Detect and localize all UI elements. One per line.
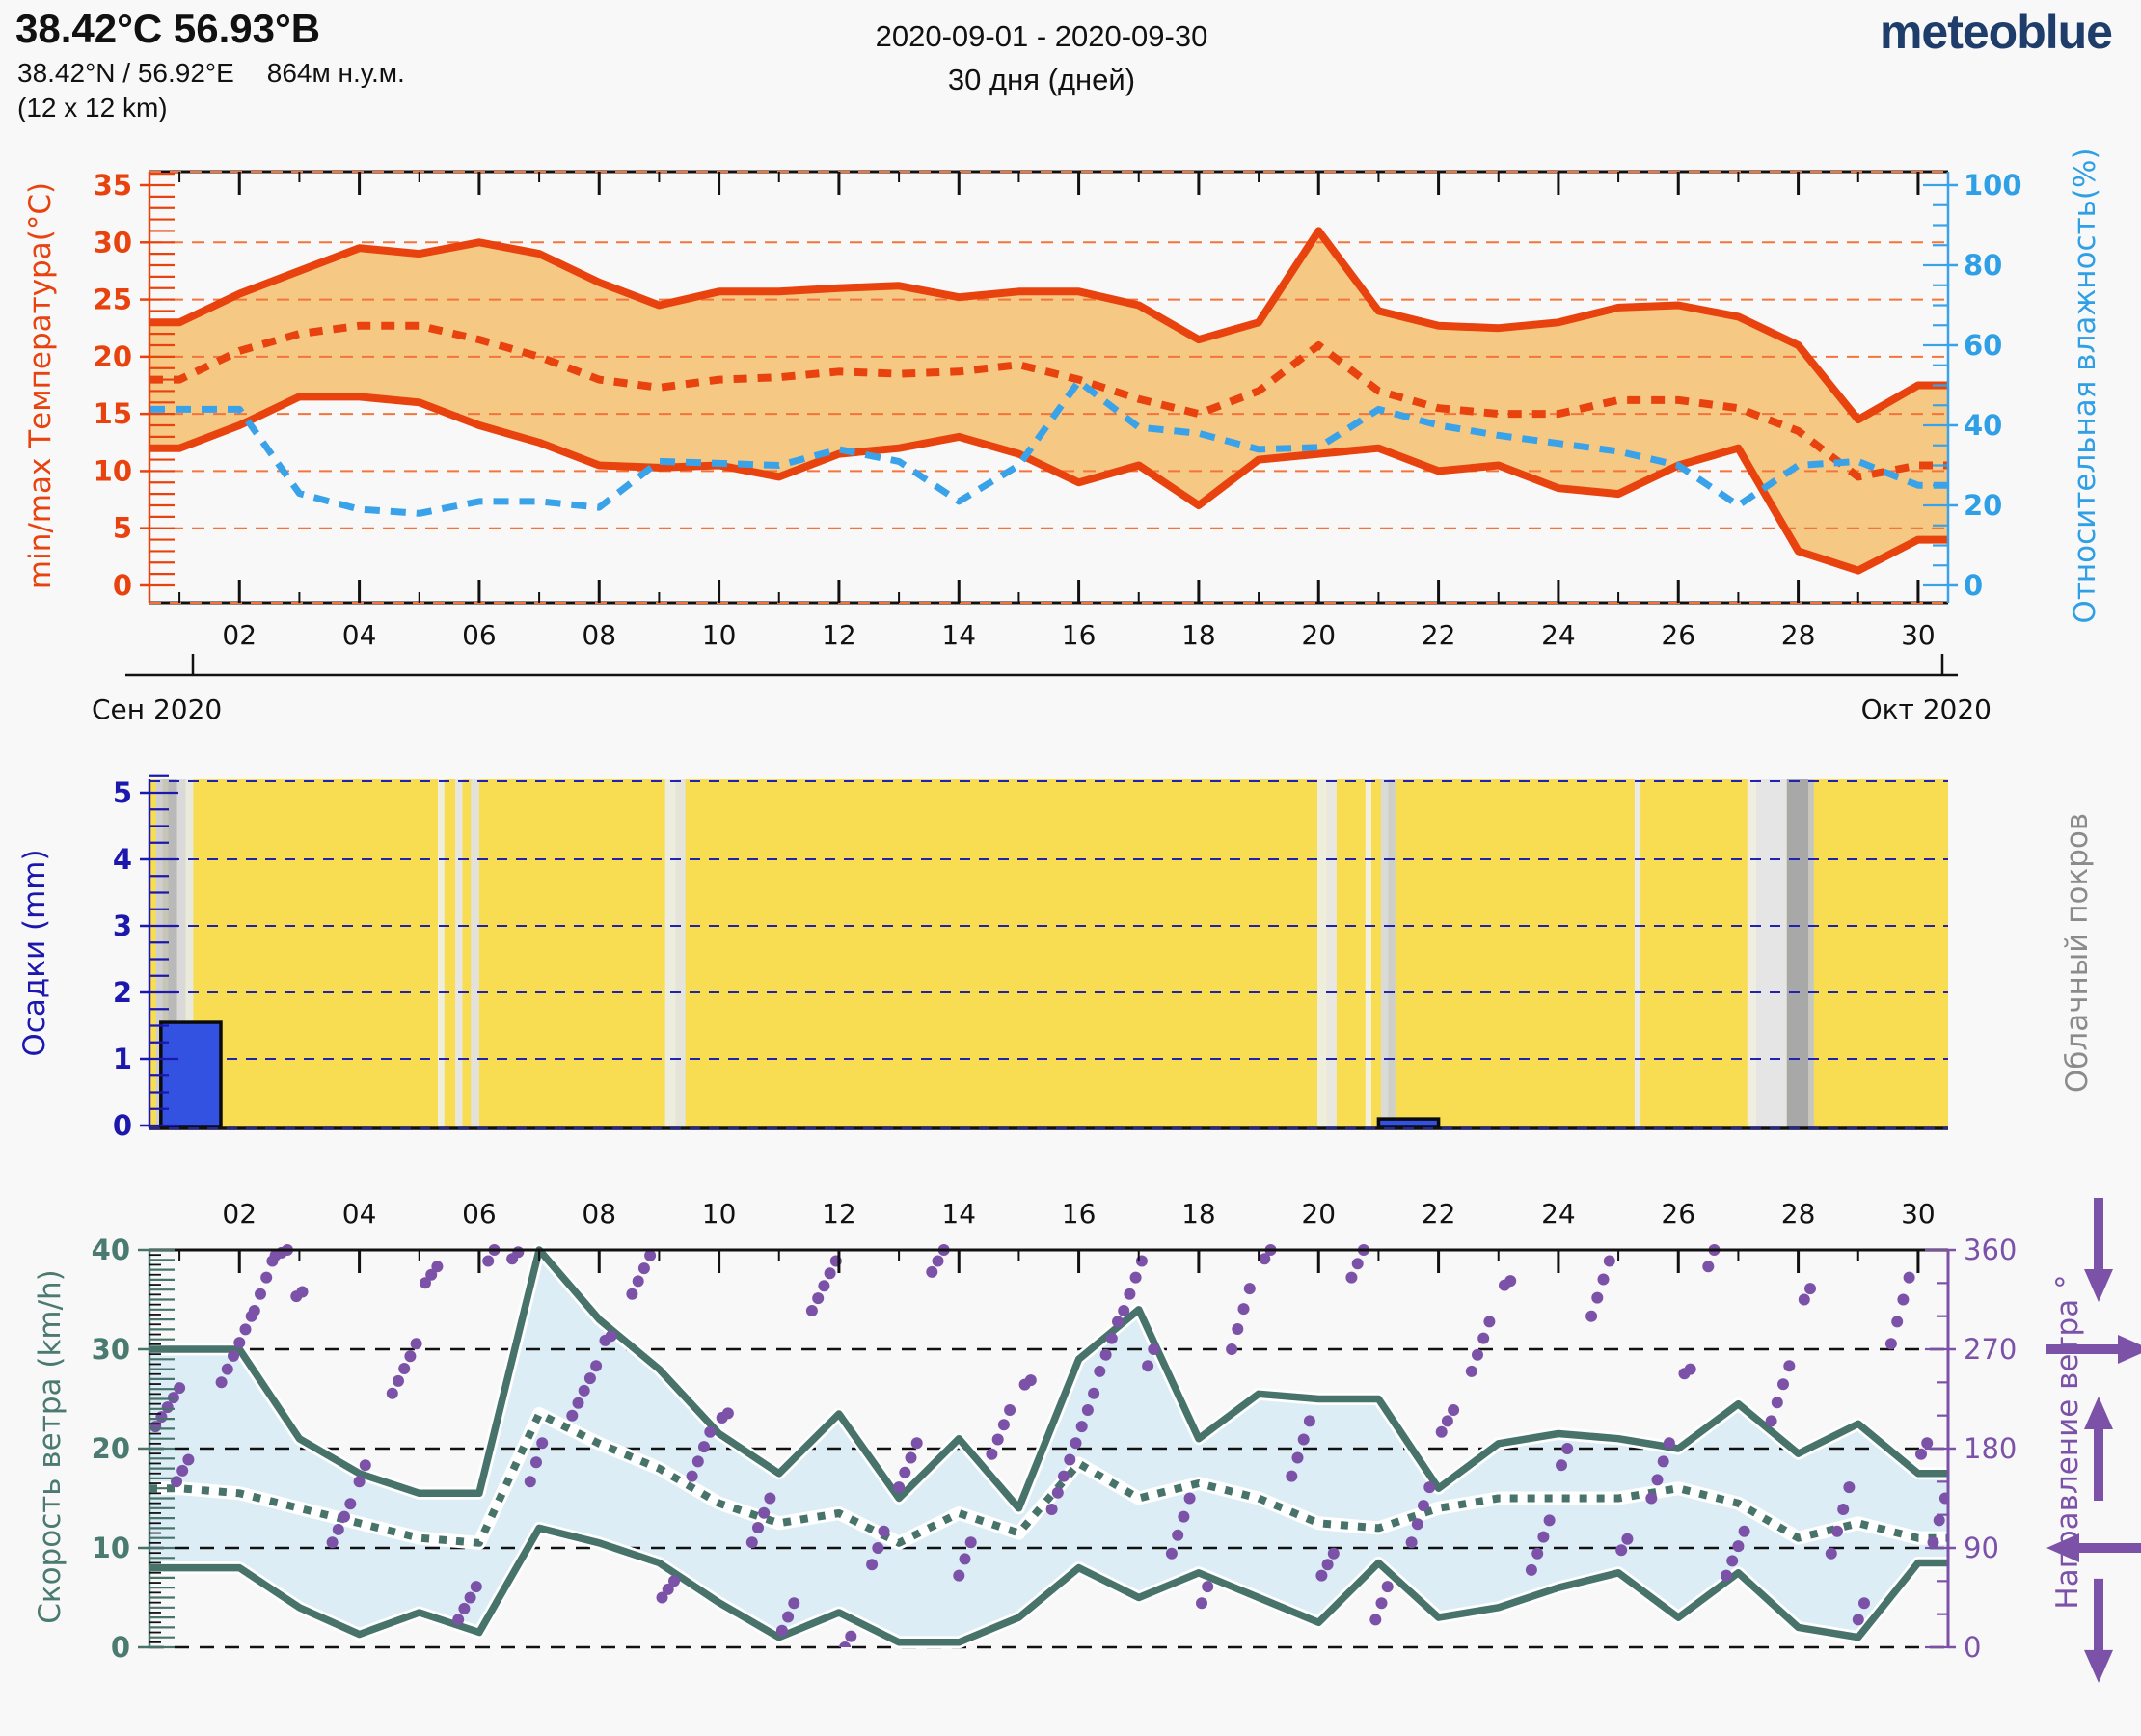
svg-text:100: 100 xyxy=(1964,169,2022,202)
wind-direction-arrows xyxy=(2046,1198,2141,1683)
svg-text:28: 28 xyxy=(1781,1198,1816,1230)
svg-text:40: 40 xyxy=(1964,409,2002,442)
temperature-humidity-chart: 0 5 10 15 20 25 30 35 0 20 40 60 80 100 02 04 06 08 10 12 14… xyxy=(92,169,2022,725)
svg-text:24: 24 xyxy=(1541,619,1576,651)
svg-text:12: 12 xyxy=(822,1198,856,1230)
svg-text:10: 10 xyxy=(92,1532,130,1564)
svg-text:4: 4 xyxy=(113,843,132,876)
svg-text:30: 30 xyxy=(92,1333,130,1366)
svg-text:10: 10 xyxy=(94,454,132,487)
svg-text:30: 30 xyxy=(1901,1198,1936,1230)
svg-text:04: 04 xyxy=(342,619,377,651)
wind-direction-dots xyxy=(149,1244,1948,1647)
duration: 30 дня (дней) xyxy=(947,62,1136,96)
svg-text:1: 1 xyxy=(113,1043,132,1075)
svg-text:18: 18 xyxy=(1181,619,1216,651)
svg-text:06: 06 xyxy=(462,619,497,651)
svg-text:08: 08 xyxy=(582,619,616,651)
svg-text:90: 90 xyxy=(1964,1532,1999,1564)
svg-text:20: 20 xyxy=(1301,1198,1336,1230)
svg-text:0: 0 xyxy=(1964,569,1983,602)
precipitation-cloud-chart: 0 1 2 3 4 5 xyxy=(113,774,1948,1142)
svg-text:30: 30 xyxy=(94,226,132,258)
svg-text:40: 40 xyxy=(92,1234,130,1266)
svg-text:24: 24 xyxy=(1541,1198,1576,1230)
svg-text:08: 08 xyxy=(582,1198,616,1230)
svg-text:360: 360 xyxy=(1964,1234,2017,1266)
grid-resolution: (12 x 12 km) xyxy=(17,93,168,122)
svg-text:0: 0 xyxy=(1964,1631,1981,1664)
svg-text:5: 5 xyxy=(113,776,132,809)
svg-text:14: 14 xyxy=(941,1198,976,1230)
svg-text:10: 10 xyxy=(702,1198,737,1230)
svg-text:22: 22 xyxy=(1422,1198,1456,1230)
svg-text:02: 02 xyxy=(222,1198,257,1230)
meteoblue-logo[interactable]: meteoblue xyxy=(1879,5,2113,59)
svg-text:60: 60 xyxy=(1964,329,2002,362)
svg-text:15: 15 xyxy=(94,397,132,430)
elevation: 864м н.у.м. xyxy=(266,58,405,88)
svg-text:06: 06 xyxy=(462,1198,497,1230)
svg-text:Сен 2020: Сен 2020 xyxy=(92,693,222,725)
svg-text:04: 04 xyxy=(342,1198,377,1230)
date-range: 2020-09-01 - 2020-09-30 xyxy=(875,19,1208,53)
svg-text:5: 5 xyxy=(113,512,132,545)
svg-text:35: 35 xyxy=(94,169,132,202)
svg-text:02: 02 xyxy=(222,619,257,651)
svg-text:26: 26 xyxy=(1661,1198,1695,1230)
svg-text:2: 2 xyxy=(113,976,132,1009)
svg-text:0: 0 xyxy=(113,1109,132,1142)
svg-text:25: 25 xyxy=(94,284,132,316)
svg-text:3: 3 xyxy=(113,909,132,942)
svg-text:18: 18 xyxy=(1181,1198,1216,1230)
svg-text:26: 26 xyxy=(1661,619,1695,651)
svg-text:20: 20 xyxy=(92,1432,130,1465)
svg-text:30: 30 xyxy=(1901,619,1936,651)
coordinates: 38.42°N / 56.92°E xyxy=(17,58,234,88)
svg-text:16: 16 xyxy=(1062,619,1097,651)
wind-chart: 02 04 06 08 10 12 14 16 18 20 22 24 26 28 30 0 10 20 30 40 0… xyxy=(92,1198,2018,1664)
svg-text:22: 22 xyxy=(1422,619,1456,651)
svg-text:28: 28 xyxy=(1781,619,1816,651)
svg-text:270: 270 xyxy=(1964,1333,2017,1366)
svg-text:Окт 2020: Окт 2020 xyxy=(1861,693,1992,725)
svg-text:20: 20 xyxy=(1301,619,1336,651)
svg-text:20: 20 xyxy=(94,340,132,373)
svg-text:12: 12 xyxy=(822,619,856,651)
svg-text:10: 10 xyxy=(702,619,737,651)
svg-text:14: 14 xyxy=(941,619,976,651)
svg-text:0: 0 xyxy=(111,1631,130,1664)
svg-text:80: 80 xyxy=(1964,249,2002,282)
page-title: 38.42°С 56.93°В xyxy=(15,6,321,51)
location-line: 38.42°N / 56.92°E 864м н.у.м. xyxy=(17,58,405,89)
svg-text:20: 20 xyxy=(1964,489,2002,522)
svg-text:16: 16 xyxy=(1062,1198,1097,1230)
period-block: 2020-09-01 - 2020-09-30 30 дня (дней) xyxy=(876,15,1208,102)
svg-text:0: 0 xyxy=(113,569,132,602)
svg-text:180: 180 xyxy=(1964,1432,2017,1465)
